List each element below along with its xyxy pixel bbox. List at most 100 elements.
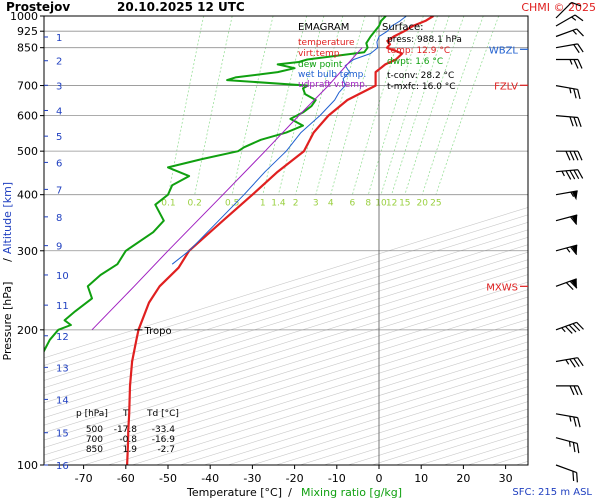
altitude-tick-label: 14: [56, 395, 69, 406]
y-axis-separator: /: [1, 258, 14, 262]
isotherm-line: [44, 266, 528, 419]
isotherm-line: [155, 348, 528, 465]
altitude-tick-label: 9: [56, 242, 62, 253]
mixing-ratio-line: [435, 16, 500, 195]
x-tick-label: -20: [286, 472, 304, 485]
mixing-ratio-line: [278, 16, 325, 195]
tropopause-label: Tropo: [143, 326, 171, 337]
x-axis-title-mixing: Mixing ratio [g/kg]: [301, 486, 402, 499]
altitude-tick-label: 6: [56, 158, 62, 169]
isotherm-line: [44, 281, 528, 433]
wind-barb: [555, 85, 581, 100]
surface-info: Surface: press: 988.1 hPa temp: 12.9 °C …: [382, 22, 462, 92]
isotherm-line: [540, 16, 600, 465]
table-row-t: -17.8: [114, 425, 138, 435]
wind-barbs: [555, 1, 584, 483]
table-header-td: Td [°C]: [146, 409, 179, 419]
wind-barb: [556, 150, 583, 161]
isotherm-line: [44, 289, 528, 441]
isotherm-line: [44, 251, 528, 404]
isotherm-line: [588, 16, 600, 465]
isotherm-line: [44, 304, 528, 456]
table-row-p: 700: [86, 435, 103, 445]
copyright: CHMI © 2025: [521, 1, 596, 14]
table-row-t: -0.8: [119, 435, 137, 445]
mixing-ratio-label: 12: [386, 199, 397, 209]
wind-barb: [555, 321, 584, 334]
mixing-ratio-label: 0.5: [225, 199, 239, 209]
mixing-ratio-label: 20: [416, 199, 428, 209]
altitude-tick-label: 16: [56, 461, 69, 472]
series-dew-point: [44, 16, 387, 354]
x-tick-label: -10: [328, 472, 346, 485]
datetime: 20.10.2025 12 UTC: [117, 0, 245, 14]
table-row-td: -16.9: [152, 435, 176, 445]
y-tick-label: 400: [17, 189, 38, 202]
wind-barb: [556, 385, 583, 396]
surface-temp: temp: 12.9 °C: [387, 46, 450, 56]
altitude-tick-label: 2: [56, 57, 62, 68]
altitude-tick-label: 5: [56, 132, 62, 143]
table-header-p: p [hPa]: [76, 409, 108, 419]
mixing-ratio-line: [231, 16, 274, 195]
y-axis-title-altitude: Altitude [km]: [1, 182, 14, 254]
series-udpraft-v-temp: [91, 47, 363, 331]
y-tick-label: 925: [17, 25, 38, 38]
level-label-fzlv: FZLV: [494, 81, 518, 92]
legend-updraft: udpraft v.temp.: [298, 80, 368, 90]
altitude-tick-label: 7: [56, 185, 62, 196]
x-axis-separator: /: [288, 486, 292, 499]
isotherm-line: [44, 259, 528, 411]
legend: EMAGRAM temperature virt.temp. dew point…: [298, 22, 368, 90]
isotherm-line: [44, 311, 528, 463]
legend-virt-temp: virt.temp.: [298, 49, 342, 59]
mixing-ratio-label: 1.4: [271, 199, 286, 209]
mixing-ratio-label: 25: [430, 199, 441, 209]
altitude-tick-label: 10: [56, 271, 69, 282]
mixing-ratio-label: 3: [313, 199, 319, 209]
y-tick-label: 700: [17, 80, 38, 93]
mixing-ratio-label: 0.2: [188, 199, 202, 209]
sfc-note: SFC: 215 m ASL: [512, 487, 592, 498]
x-tick-label: -70: [75, 472, 93, 485]
wind-barb: [555, 464, 578, 483]
altitude-tick-label: 13: [56, 363, 69, 374]
mixing-ratio-label: 15: [399, 199, 410, 209]
plot-frame: [43, 15, 529, 466]
mixing-ratio-label: 1: [260, 199, 266, 209]
isotherm-line: [564, 16, 600, 465]
surface-title: Surface:: [382, 22, 423, 33]
series-temperature: [126, 16, 434, 465]
y-tick-label: 300: [17, 245, 38, 258]
y-tick-label: 1000: [10, 10, 38, 23]
isotherm-line: [203, 363, 528, 465]
isotherm-line: [44, 274, 528, 426]
isotherm-line: [59, 319, 528, 465]
table-row-p: 850: [86, 445, 103, 455]
station-name: Prostejov: [6, 0, 70, 14]
x-tick-label: -30: [243, 472, 261, 485]
isotherm-line: [44, 244, 528, 396]
y-tick-label: 850: [17, 42, 38, 55]
wind-barb: [555, 14, 584, 27]
profile-series: [44, 16, 434, 465]
mixing-ratio-label: 4: [328, 199, 334, 209]
surface-tmxfc: t-mxfc: 16.0 °C: [387, 82, 456, 92]
level-label-wbzl: WBZL: [489, 45, 519, 56]
wind-barb: [555, 437, 580, 454]
legend-dew-point: dew point: [298, 60, 343, 70]
legend-wet-bulb: wet bulb temp.: [298, 70, 366, 80]
surface-pressure: press: 988.1 hPa: [387, 35, 462, 45]
x-tick-label: 10: [414, 472, 428, 485]
mixing-ratio-label: 10: [375, 199, 387, 209]
surface-tconv: t-conv: 28.2 °C: [387, 71, 454, 81]
mixing-ratio-line: [194, 16, 233, 195]
mixing-ratio-label: 0.1: [161, 199, 175, 209]
wind-barb: [555, 214, 578, 225]
isotherm-line: [131, 341, 528, 465]
x-axis-title: Temperature [°C]: [186, 486, 282, 499]
axes: 1002003004005006007008509251000123456789…: [10, 10, 529, 485]
annotations: Tropo MXWS FZLV WBZL: [134, 45, 528, 337]
y-tick-label: 100: [17, 459, 38, 472]
